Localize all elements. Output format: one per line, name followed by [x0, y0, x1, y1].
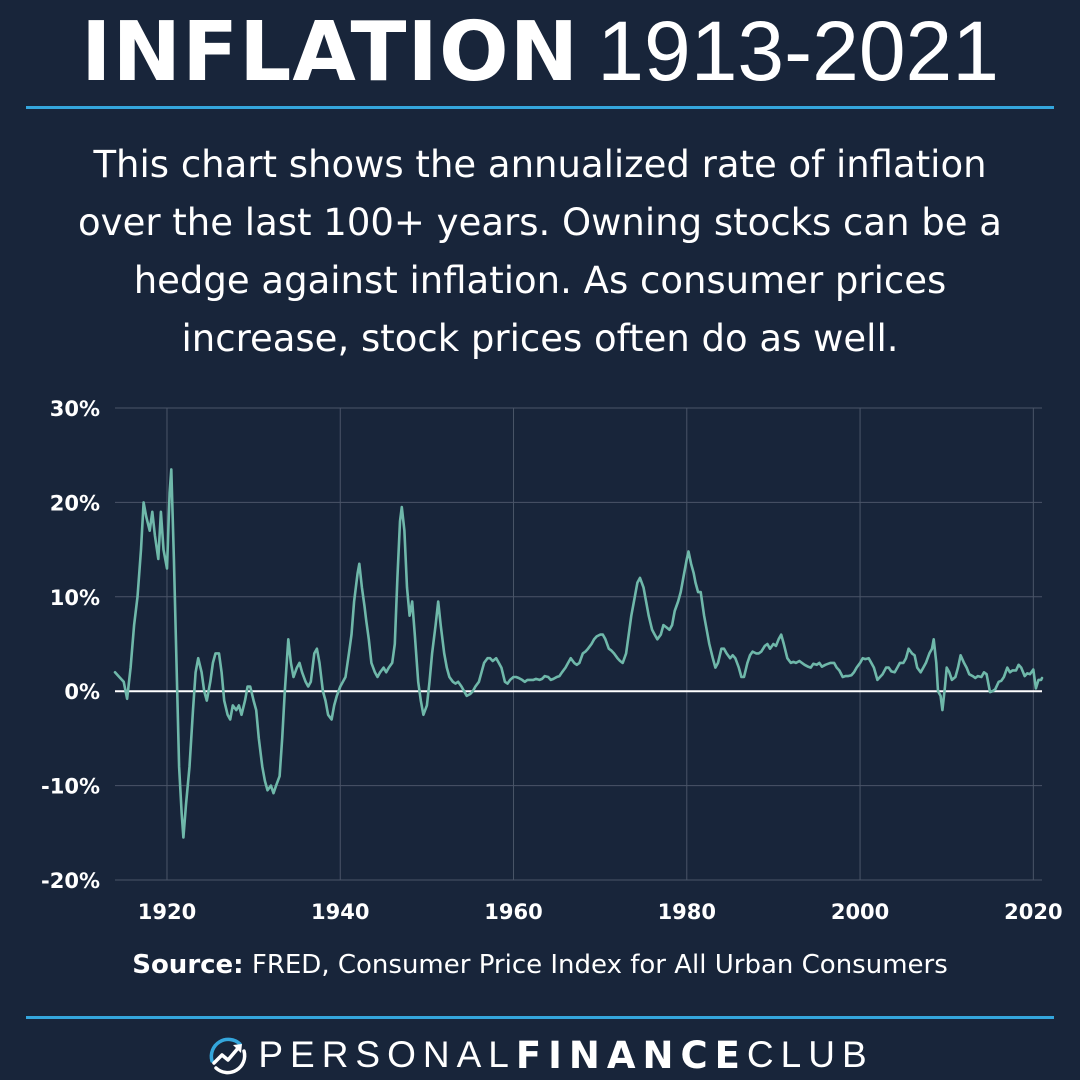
page-title: INFLATION 1913-2021 [0, 6, 1080, 98]
bottom-divider [26, 1016, 1054, 1019]
top-divider [26, 106, 1054, 109]
brand-personal: PERSONAL [258, 1034, 516, 1075]
x-tick-label: 1920 [138, 900, 196, 924]
y-tick-label: -20% [41, 869, 100, 893]
x-tick-label: 2020 [1004, 900, 1062, 924]
chart-description: This chart shows the annualized rate of … [78, 143, 1002, 360]
chart-arrow-circle-icon [210, 1037, 247, 1075]
title-years: 1913-2021 [597, 4, 999, 98]
source-note: Source: FRED, Consumer Price Index for A… [0, 950, 1080, 980]
y-tick-label: -10% [41, 775, 100, 799]
source-text: FRED, Consumer Price Index for All Urban… [251, 950, 948, 980]
brand-finance: FINANCE [515, 1033, 747, 1077]
y-tick-label: 0% [64, 680, 100, 704]
x-tick-label: 1980 [658, 900, 716, 924]
brand-logo: PERSONAL FINANCE CLUB [0, 1030, 1080, 1080]
brand-club: CLUB [746, 1034, 874, 1075]
x-tick-label: 2000 [831, 900, 889, 924]
y-tick-label: 30% [50, 397, 100, 421]
x-tick-label: 1940 [311, 900, 369, 924]
inflation-series-line [113, 468, 1044, 839]
x-tick-label: 1960 [484, 900, 542, 924]
inflation-line-chart: 30% 20% 10% 0% -10% -20% 1920 1940 1960 1980 2000 2… [41, 397, 1063, 924]
y-tick-label: 10% [50, 586, 100, 610]
y-tick-label: 20% [50, 491, 100, 515]
source-label: Source: [132, 950, 244, 980]
title-bold: INFLATION [81, 5, 580, 100]
